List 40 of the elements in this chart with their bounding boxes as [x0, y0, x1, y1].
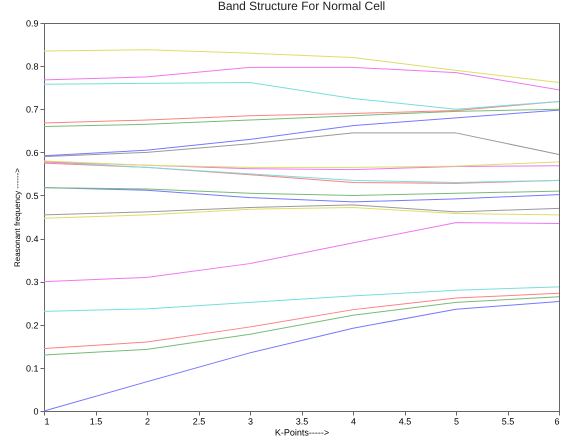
line-series — [44, 207, 560, 219]
x-tick-label: 2 — [144, 416, 150, 426]
y-tick-label: 0.4 — [26, 234, 38, 244]
x-tick-label: 3.5 — [296, 416, 308, 426]
y-tick-label: 0.1 — [26, 363, 38, 374]
x-tick-label: 2.5 — [192, 416, 206, 426]
x-tick-label: 4 — [350, 416, 356, 426]
line-series — [44, 222, 560, 282]
line-series — [44, 296, 560, 356]
chart-title: Band Structure For Normal Cell — [218, 0, 386, 13]
y-tick-label: 0.8 — [26, 62, 38, 72]
line-series — [44, 132, 560, 158]
y-axis-title: Reasonant frequency ------> — [12, 168, 22, 267]
line-series — [44, 66, 560, 90]
y-tick-label: 0.2 — [26, 320, 38, 330]
y-tick-label: 0.9 — [26, 18, 38, 28]
line-series — [44, 110, 560, 156]
line-series — [44, 82, 560, 110]
x-tick-label: 1 — [44, 416, 50, 426]
x-tick-label: 5.5 — [502, 416, 514, 426]
x-axis-title: K-Points-----> — [274, 428, 330, 438]
line-series — [44, 161, 560, 170]
line-series — [44, 108, 560, 127]
y-tick-label: 0.3 — [26, 277, 38, 288]
line-series — [44, 49, 560, 83]
line-series — [44, 292, 560, 349]
x-tick-label: 1.5 — [90, 416, 102, 426]
x-tick-label: 6 — [554, 416, 560, 426]
y-tick-label: 0 — [33, 406, 38, 416]
line-series — [44, 187, 560, 196]
line-series — [44, 301, 560, 412]
y-tick-label: 0.5 — [26, 190, 38, 201]
line-series — [44, 204, 560, 216]
x-tick-label: 3 — [248, 416, 254, 426]
line-series — [44, 160, 560, 168]
y-tick-label: 0.7 — [26, 104, 38, 115]
x-tick-label: 5 — [454, 416, 460, 426]
y-tick-label: 0.6 — [26, 148, 38, 158]
line-series — [44, 286, 560, 312]
x-tick-label: 4.5 — [398, 416, 412, 426]
